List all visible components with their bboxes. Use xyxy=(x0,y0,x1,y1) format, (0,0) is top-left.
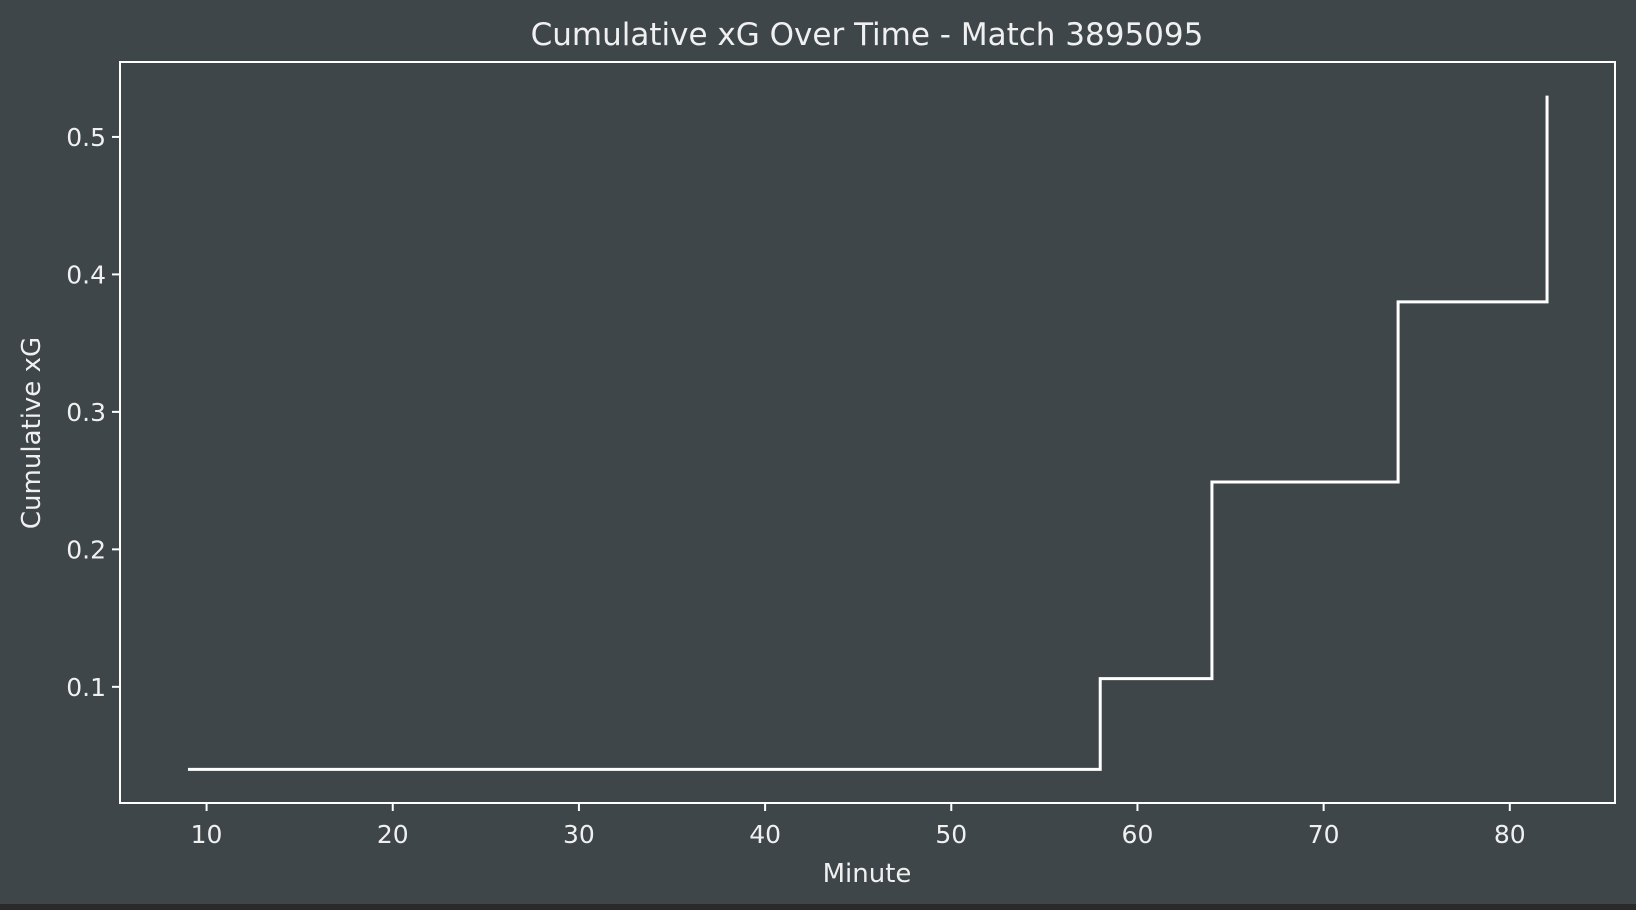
y-tick-label: 0.4 xyxy=(66,260,106,289)
y-tick-label: 0.2 xyxy=(66,535,106,564)
y-axis-ticks: 0.1 0.2 0.3 0.4 0.5 xyxy=(66,123,120,702)
y-axis-label: Cumulative xG xyxy=(17,337,47,529)
x-tick-label: 80 xyxy=(1494,820,1526,849)
x-axis-label: Minute xyxy=(823,859,912,889)
x-tick-label: 20 xyxy=(377,820,409,849)
cumulative-xg-step-line xyxy=(187,95,1549,771)
y-tick-label: 0.3 xyxy=(66,398,106,427)
x-tick-label: 40 xyxy=(749,820,781,849)
chart-title: Cumulative xG Over Time - Match 3895095 xyxy=(531,17,1204,53)
y-tick-label: 0.1 xyxy=(66,673,106,702)
x-tick-label: 30 xyxy=(563,820,595,849)
x-tick-label: 10 xyxy=(191,820,223,849)
x-tick-label: 70 xyxy=(1308,820,1340,849)
axes-background xyxy=(120,62,1615,803)
y-tick-label: 0.5 xyxy=(66,123,106,152)
x-axis-ticks: 10 20 30 40 50 60 70 80 xyxy=(191,803,1526,849)
axes-frame xyxy=(119,61,1616,804)
x-tick-label: 50 xyxy=(935,820,967,849)
x-tick-label: 60 xyxy=(1122,820,1154,849)
